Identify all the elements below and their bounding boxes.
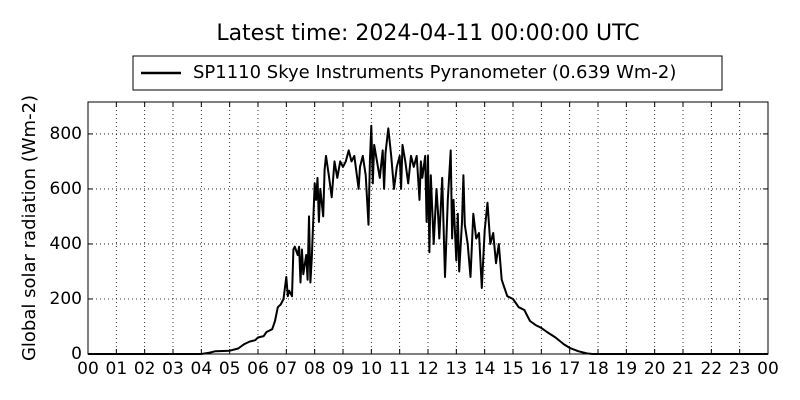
x-tick-label: 00 [757, 359, 779, 379]
x-tick-label: 08 [304, 359, 326, 379]
x-tick-label: 20 [644, 359, 666, 379]
y-tick-label: 200 [50, 289, 82, 309]
y-axis-label: Global solar radiation (Wm-2) [19, 95, 40, 361]
x-tick-label: 21 [672, 359, 694, 379]
x-tick-label: 03 [162, 359, 184, 379]
chart-title: Latest time: 2024-04-11 00:00:00 UTC [216, 21, 639, 46]
plot-frame [87, 101, 769, 355]
x-tick-label: 12 [417, 359, 439, 379]
y-tick-label: 0 [71, 344, 82, 364]
x-tick-label: 06 [247, 359, 269, 379]
x-tick-label: 09 [332, 359, 354, 379]
x-tick-label: 17 [559, 359, 581, 379]
y-tick-label: 800 [50, 124, 82, 144]
x-tick-label: 10 [361, 359, 383, 379]
x-tick-label: 04 [191, 359, 213, 379]
x-tick-label: 11 [389, 359, 411, 379]
x-tick-label: 16 [531, 359, 553, 379]
y-tick-label: 600 [50, 179, 82, 199]
x-tick-label: 14 [474, 359, 496, 379]
x-tick-label: 18 [587, 359, 609, 379]
x-tick-label: 23 [729, 359, 751, 379]
x-tick-label: 13 [446, 359, 468, 379]
x-tick-label: 05 [219, 359, 241, 379]
y-tick-label: 400 [50, 234, 82, 254]
data-line [88, 124, 768, 355]
x-tick-label: 07 [276, 359, 298, 379]
legend-label: SP1110 Skye Instruments Pyranometer (0.6… [193, 62, 676, 83]
x-tick-label: 00 [77, 359, 99, 379]
x-tick-label: 22 [701, 359, 723, 379]
x-tick-label: 19 [616, 359, 638, 379]
legend-box [132, 55, 723, 91]
x-tick-label: 15 [502, 359, 524, 379]
x-tick-label: 02 [134, 359, 156, 379]
x-tick-label: 01 [106, 359, 128, 379]
